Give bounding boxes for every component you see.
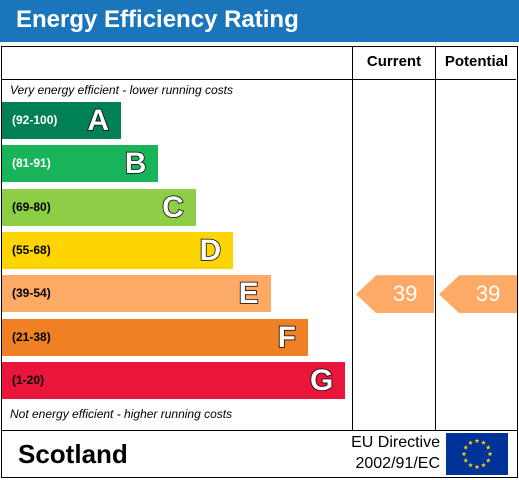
band-b: (81-91) B — [2, 145, 159, 183]
flag-star — [461, 451, 467, 457]
flag-star — [468, 462, 473, 468]
flag-star — [481, 462, 486, 468]
band-f: (21-38) F — [2, 318, 308, 356]
flag-star — [474, 438, 480, 444]
band-g: (1-20) G — [2, 361, 346, 399]
band-letter: G — [309, 363, 334, 398]
chart-frame — [1, 46, 518, 478]
note-inefficient: Not energy efficient - higher running co… — [10, 407, 233, 421]
directive-line-1: EU Directive — [351, 434, 440, 451]
band-range-label: (92-100) — [12, 113, 58, 127]
band-letter: F — [277, 320, 297, 355]
band-letter: B — [124, 147, 147, 182]
band-c: (69-80) C — [2, 188, 196, 226]
band-a: (92-100) A — [2, 102, 121, 139]
band-e: (39-54) E — [2, 275, 271, 313]
flag-star — [481, 440, 486, 445]
potential-rating-value: 39 — [475, 281, 501, 307]
band-range-label: (21-38) — [12, 329, 51, 344]
flag-star — [485, 444, 491, 450]
band-d: (55-68) D — [2, 231, 234, 269]
band-range-label: (39-54) — [12, 286, 51, 301]
header-row-line — [1, 79, 516, 80]
flag-star — [487, 451, 493, 457]
flag-star — [463, 444, 469, 450]
directive-line-2: 2002/91/EC — [355, 455, 440, 472]
band-letter: D — [199, 233, 222, 268]
flag-star — [474, 464, 480, 470]
band-range-label: (81-91) — [12, 156, 51, 171]
band-letter: A — [87, 103, 110, 138]
column-header-potential: Potential — [444, 53, 509, 70]
eu-flag-icon — [446, 433, 508, 475]
band-letter: E — [238, 276, 260, 311]
footer-line — [1, 430, 518, 431]
chart-title: Energy Efficiency Rating — [16, 6, 299, 33]
column-header-current: Current — [366, 53, 422, 70]
header-bar: Energy Efficiency Rating — [0, 0, 519, 42]
flag-star — [485, 457, 491, 463]
current-rating-value: 39 — [392, 281, 418, 307]
flag-star — [463, 457, 469, 463]
band-range-label: (69-80) — [12, 199, 51, 214]
divider-current — [352, 46, 353, 430]
divider-potential — [435, 46, 436, 430]
note-efficient: Very energy efficient - lower running co… — [10, 83, 233, 97]
band-letter: C — [161, 190, 184, 225]
band-range-label: (1-20) — [12, 372, 45, 387]
region-label: Scotland — [18, 439, 128, 469]
flag-star — [468, 440, 473, 445]
band-range-label: (55-68) — [12, 242, 51, 257]
